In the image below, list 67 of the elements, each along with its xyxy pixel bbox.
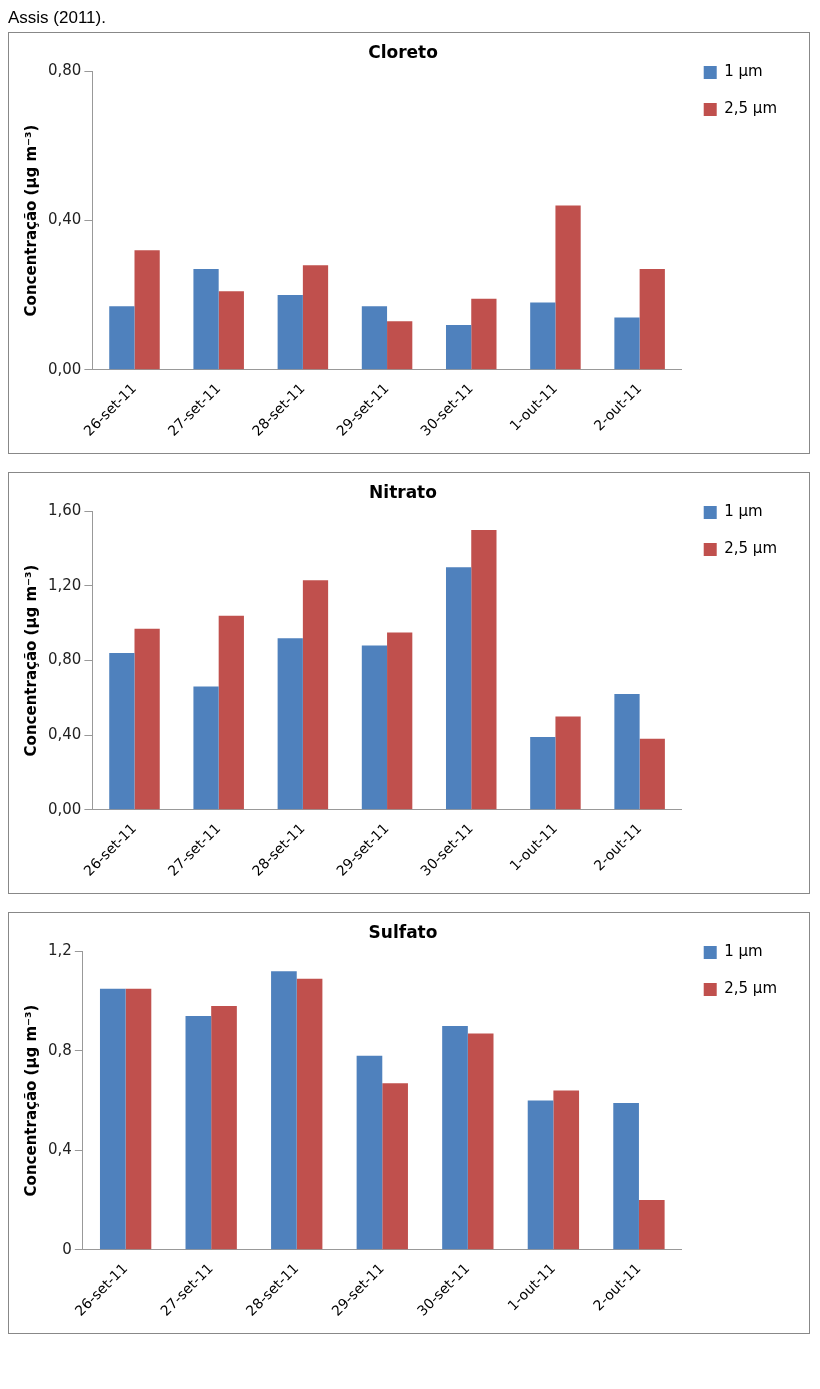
text: Assis (2011). <box>8 8 107 28</box>
bar <box>467 1033 494 1250</box>
bar <box>639 738 665 810</box>
bar <box>193 268 219 370</box>
y-tick-label: 1,60 <box>47 501 82 520</box>
bar <box>445 324 472 370</box>
bar <box>211 1006 237 1250</box>
bar <box>356 1055 383 1250</box>
bar <box>109 653 135 810</box>
bar <box>638 1199 665 1250</box>
chart-title: Nitrato <box>369 481 437 502</box>
y-tick-label: 0,80 <box>47 650 82 669</box>
bar <box>218 615 244 810</box>
bar <box>109 306 135 370</box>
bar <box>361 306 388 370</box>
y-tick-label: 0 <box>62 1239 72 1258</box>
bar <box>193 686 219 810</box>
legend-label: 2,5 µm <box>724 539 777 558</box>
bar <box>361 645 388 810</box>
bar <box>555 205 581 370</box>
y-tick-label: 0,00 <box>47 359 82 378</box>
y-tick-label: 0,40 <box>47 724 82 743</box>
bar <box>553 1090 580 1250</box>
chart-title: Cloreto <box>368 41 438 62</box>
bar <box>445 567 472 810</box>
bar <box>613 1103 639 1250</box>
y-axis-title: Concentração (µg m⁻³) <box>21 124 40 317</box>
bar <box>471 530 497 810</box>
chart-title: Sulfato <box>368 921 438 942</box>
y-axis-title: Concentração (µg m⁻³) <box>21 1004 40 1197</box>
bar <box>185 1016 212 1250</box>
bar <box>302 580 329 810</box>
bar <box>134 628 160 810</box>
y-tick-label: 0,8 <box>48 1040 72 1059</box>
bar <box>99 988 126 1250</box>
bar <box>277 638 303 810</box>
bar <box>639 268 665 370</box>
bar <box>527 1100 554 1250</box>
bar <box>614 694 640 810</box>
bar <box>218 291 244 370</box>
legend-label: 1 µm <box>724 942 763 961</box>
bar <box>387 321 413 370</box>
legend-label: 2,5 µm <box>724 99 777 118</box>
bar <box>134 250 160 370</box>
bar <box>277 295 303 370</box>
y-tick-label: 0,00 <box>47 799 82 818</box>
bar <box>271 971 297 1250</box>
legend-label: 1 µm <box>724 502 763 521</box>
y-tick-label: 1,20 <box>47 575 82 594</box>
bar <box>302 265 329 370</box>
bar <box>125 988 152 1250</box>
bar <box>387 632 413 810</box>
bar <box>555 716 581 810</box>
bar <box>530 302 556 370</box>
legend-label: 1 µm <box>724 62 763 81</box>
bar <box>382 1083 408 1250</box>
bar <box>471 298 497 370</box>
bar <box>530 736 556 810</box>
bar <box>296 978 323 1250</box>
y-tick-label: 0,4 <box>48 1140 72 1159</box>
bar <box>614 317 640 370</box>
y-tick-label: 0,40 <box>47 210 82 229</box>
y-axis-title: Concentração (µg m⁻³) <box>21 564 40 757</box>
y-tick-label: 0,80 <box>47 61 82 80</box>
y-tick-label: 1,2 <box>48 941 72 960</box>
legend-label: 2,5 µm <box>724 979 777 998</box>
bar <box>442 1025 468 1250</box>
